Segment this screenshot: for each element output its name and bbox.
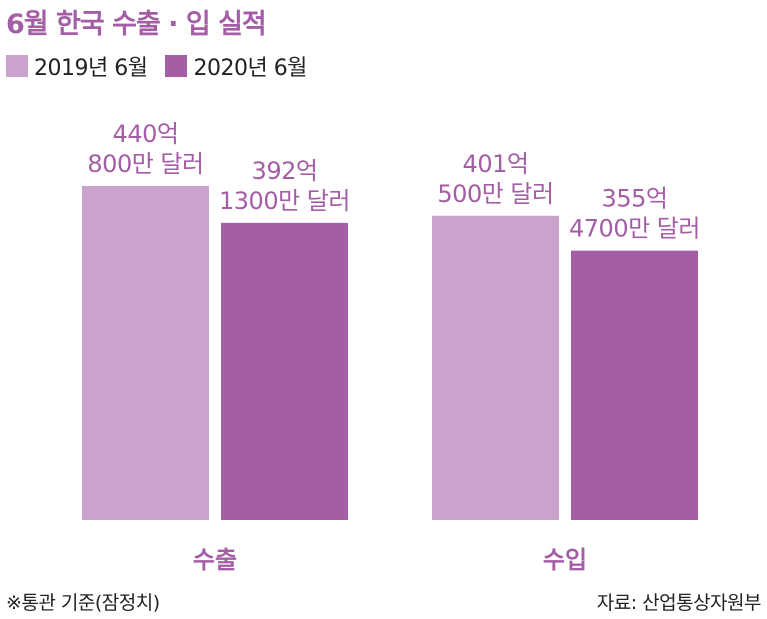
source-credit: 자료: 산업통상자원부 [596,592,762,614]
legend-label-2019: 2019년 6월 [34,56,148,81]
chart-title: 6월 한국 수출 · 입 실적 [6,9,267,40]
bar-import-2020 [571,250,698,520]
category-label-export: 수출 [193,546,237,574]
bar-export-2020 [221,222,348,520]
data-label: 401억 [463,150,529,178]
data-label: 800만 달러 [87,150,203,178]
data-label: 440억 [113,120,179,148]
data-label: 355억 [602,185,668,213]
data-label: 1300만 달러 [219,187,350,215]
data-label: 392억 [252,157,318,185]
legend-item-2019: 2019년 6월 [6,50,148,82]
data-label: 4700만 달러 [569,215,700,243]
data-label: 500만 달러 [437,180,553,208]
legend-label-2020: 2020년 6월 [193,56,307,81]
category-label-import: 수입 [543,546,587,574]
legend-swatch-2020 [165,55,188,77]
legend: 2019년 6월 2020년 6월 [6,50,325,82]
footnote: ※통관 기준(잠정치) [6,592,160,614]
bar-import-2019 [432,215,559,520]
legend-swatch-2019 [6,55,28,77]
legend-item-2020: 2020년 6월 [165,50,307,82]
bar-export-2019 [82,186,209,520]
